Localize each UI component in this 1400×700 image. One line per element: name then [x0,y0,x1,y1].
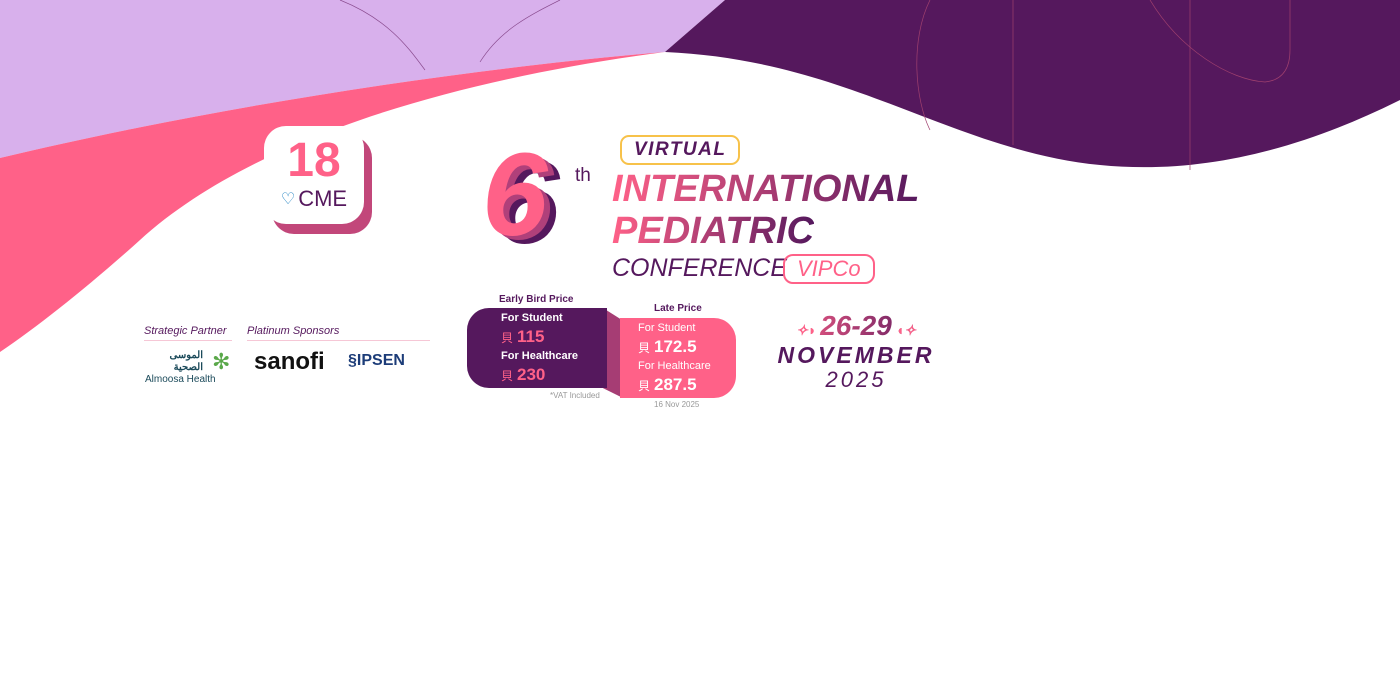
edition-suffix: th [575,165,591,186]
title-line2: PEDIATRIC [612,210,814,252]
purple-wave [665,0,1400,168]
tree-icon: ✻ [212,349,231,374]
riyal-icon: ⾙ [501,369,514,383]
sparkle-icon: ✧◗ [796,322,821,338]
title-line1: INTERNATIONAL [612,168,920,210]
riyal-icon: ⾙ [501,331,514,345]
late-price-title: Late Price [654,303,702,314]
heart-pulse-icon: ♡ [280,191,296,208]
early-bird-card: For Student ⾙ 115 For Healthcare ⾙ 230 [467,308,607,388]
cme-badge: 18 ♡ CME [264,126,364,224]
almoosa-logo: الموسى الصحية Almoosa Health [145,350,216,385]
virtual-badge: VIRTUAL [620,135,741,165]
lavender-shape [0,0,725,158]
ipsen-logo: §IPSEN [348,352,405,369]
event-year: 2025 [825,367,887,392]
vat-note: *VAT Included [550,391,600,400]
acronym-badge: VIPCo [783,254,875,284]
event-dates: ✧◗ 26-29 ◖✧ NOVEMBER 2025 [777,310,935,392]
edition-number: 6 [482,129,548,261]
cme-number: 18 [287,134,341,187]
pink-wave [0,52,665,352]
strategic-partner-label: Strategic Partner [144,325,232,341]
dna-icon: § [348,352,357,369]
sanofi-logo: sanofi [254,348,325,375]
platinum-sponsors-label: Platinum Sponsors [247,325,430,341]
title-line3: CONFERENCE [612,254,788,282]
late-price-date: 16 Nov 2025 [654,400,700,409]
riyal-icon: ⾙ [638,379,651,393]
sparkle-icon: ◖✧ [891,322,916,338]
riyal-icon: ⾙ [638,341,651,355]
event-month: NOVEMBER [777,342,935,368]
price-connector [603,308,623,398]
cme-label: CME [298,186,348,211]
early-bird-title: Early Bird Price [499,294,574,305]
late-price-card: For Student ⾙ 172.5 For Healthcare ⾙ 287.5 [620,318,736,398]
